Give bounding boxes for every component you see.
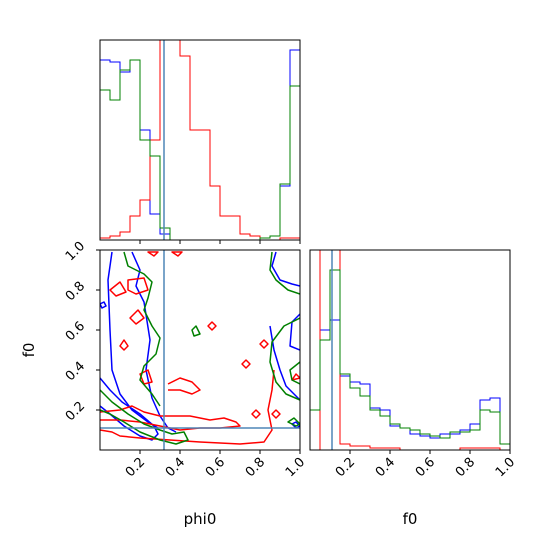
histogram-series-2 [100, 59, 300, 240]
y-axis-label-f0: f0 [20, 343, 38, 358]
contour-line-2 [100, 377, 159, 441]
contour-line-18 [167, 377, 201, 395]
histogram-series-2 [310, 269, 510, 450]
contour-frame [99, 249, 301, 451]
contour-line-21 [100, 405, 241, 431]
contour-line-23 [291, 373, 300, 381]
x-tick-label: 1.0 [283, 455, 308, 480]
contour-line-30 [289, 361, 300, 385]
contour-line-14 [207, 321, 217, 331]
contour-line-19 [251, 409, 261, 419]
contour-line-9 [171, 251, 183, 257]
contour-line-22 [100, 369, 275, 445]
x-tick-label: 0.6 [203, 455, 228, 480]
contour-line-29 [287, 417, 300, 427]
y-tick-label: 1.0 [63, 239, 88, 264]
histogram-series-1 [100, 40, 300, 240]
y-tick-label: 0.2 [63, 399, 88, 424]
contour-line-12 [129, 309, 145, 325]
x-tick-label: 0.4 [373, 455, 398, 480]
contour-line-15 [259, 339, 269, 349]
x-axis-label-phi0: phi0 [184, 510, 217, 528]
contour-line-5 [289, 313, 300, 351]
contour-line-3 [271, 251, 300, 287]
f0-histogram-frame [309, 249, 511, 451]
contour-line-13 [119, 339, 129, 351]
y-tick-label: 0.8 [63, 279, 88, 304]
contour-line-27 [269, 251, 300, 295]
contour-line-17 [139, 369, 153, 385]
y-tick-label: 0.4 [63, 359, 88, 384]
contour-line-16 [241, 359, 251, 369]
x-tick-label: 0.8 [243, 455, 268, 480]
x-tick-label: 0.4 [163, 455, 188, 480]
contour-line-20 [271, 409, 281, 419]
contour-line-25 [100, 389, 189, 445]
f0-histogram-panel: 0.2 0.4 0.6 0.8 1.0 [309, 249, 518, 480]
contour-line-10 [109, 281, 127, 297]
contour-line-24 [123, 251, 161, 407]
contour-line-4 [269, 325, 300, 401]
x-tick-label: 0.8 [453, 455, 478, 480]
y-tick-label: 0.6 [63, 319, 88, 344]
contour-line-26 [191, 325, 201, 337]
contour-line-11 [127, 277, 149, 295]
x-tick-label: 0.2 [123, 455, 148, 480]
contour-line-7 [291, 421, 300, 429]
phi0-f0-contour-panel: 0.2 0.4 0.6 0.8 1.0 0.2 0.4 0.6 0.8 1.0 [63, 239, 308, 480]
phi0-histogram-panel [99, 39, 301, 244]
x-tick-label: 0.2 [333, 455, 358, 480]
x-tick-label: 1.0 [493, 455, 518, 480]
histogram-series-0 [100, 49, 300, 240]
x-axis-label-f0: f0 [403, 510, 418, 528]
contour-line-28 [269, 317, 300, 401]
phi0-histogram-frame [99, 39, 301, 241]
x-tick-label: 0.6 [413, 455, 438, 480]
contour-line-0 [107, 251, 159, 429]
contour-line-6 [100, 301, 107, 309]
contour-line-8 [147, 251, 159, 257]
